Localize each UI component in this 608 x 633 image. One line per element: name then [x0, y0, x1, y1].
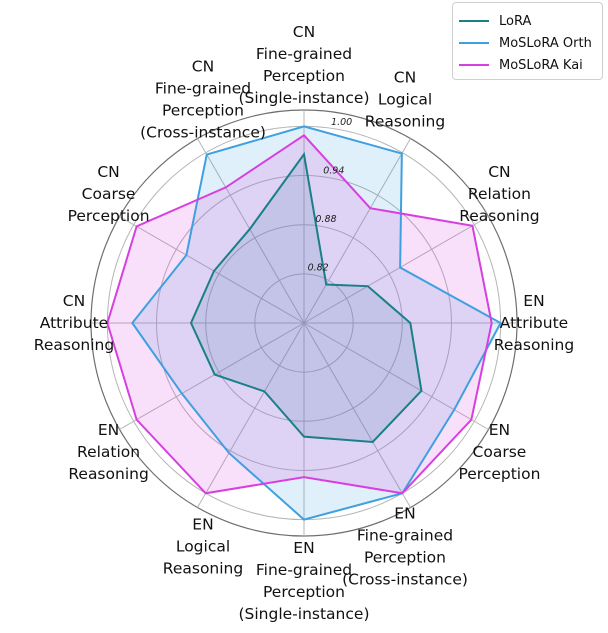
axis-label-10-line-2: Perception: [68, 207, 150, 225]
axis-label-2-line-1: Relation: [468, 185, 531, 203]
legend-label-moslora-kai: MoSLoRA Kai: [499, 57, 583, 73]
radial-tick-label-0: 0.82: [308, 263, 329, 274]
axis-label-11: CN Fine-grained Perception (Cross-instance): [140, 58, 266, 142]
axis-label-6-line-0: EN: [293, 539, 314, 557]
series-layer: [106, 125, 502, 521]
spoke-11: [197, 138, 305, 324]
axis-label-9-line-2: Reasoning: [34, 336, 114, 354]
axis-label-5-line-1: Fine-grained: [357, 526, 453, 544]
spoke-1: [303, 138, 411, 324]
axis-label-7: EN Logical Reasoning: [163, 515, 243, 577]
radial-tick-label-3: 1.00: [331, 117, 352, 128]
axis-label-11-line-1: Fine-grained: [155, 80, 251, 98]
axis-label-9: CN Attribute Reasoning: [34, 292, 114, 354]
axis-label-0: CN Fine-grained Perception (Single-instance…: [238, 23, 369, 107]
legend-label-lora: LoRA: [499, 13, 532, 29]
axis-label-8-line-1: Relation: [77, 443, 140, 461]
legend-item-lora: LoRA: [459, 11, 531, 31]
axis-label-3-line-0: EN: [523, 292, 544, 310]
axis-label-9-line-1: Attribute: [40, 314, 108, 332]
axis-label-0-line-1: Fine-grained: [256, 45, 352, 63]
axis-label-3-line-2: Reasoning: [494, 336, 574, 354]
spoke-4: [303, 322, 489, 430]
axis-label-10-line-1: Coarse: [82, 185, 136, 203]
axis-label-1-line-2: Reasoning: [365, 113, 445, 131]
axis-label-6: EN Fine-grained Perception (Single-instance…: [238, 539, 369, 623]
radial-ticks: 0.82 0.88 0.94 1.00: [308, 117, 353, 274]
axis-label-6-line-2: Perception: [263, 583, 345, 601]
series-line-lora: [189, 151, 423, 444]
axis-label-0-line-2: Perception: [263, 67, 345, 85]
axis-label-1-line-1: Logical: [378, 91, 432, 109]
axis-label-4-line-0: EN: [489, 421, 510, 439]
axis-label-8-line-2: Reasoning: [68, 465, 148, 483]
axis-label-11-line-2: Perception: [162, 102, 244, 120]
axis-label-5-line-0: EN: [394, 504, 415, 522]
axis-label-3: EN Attribute Reasoning: [494, 292, 574, 354]
axis-label-6-line-3: (Single-instance): [238, 605, 369, 623]
axis-label-9-line-0: CN: [63, 292, 85, 310]
axis-label-7-line-1: Logical: [176, 537, 230, 555]
axis-label-4: EN Coarse Perception: [458, 421, 540, 483]
legend: LoRA MoSLoRA Orth MoSLoRA Kai: [452, 2, 603, 80]
legend-swatch-moslora-orth: [459, 42, 489, 44]
legend-item-moslora-orth: MoSLoRA Orth: [459, 33, 592, 53]
axis-label-3-line-1: Attribute: [500, 314, 568, 332]
legend-swatch-lora: [459, 20, 489, 22]
series-fill-lora: [191, 154, 422, 442]
spoke-5: [303, 322, 411, 508]
axis-label-11-line-0: CN: [192, 58, 214, 76]
axis-label-1: CN Logical Reasoning: [365, 69, 445, 131]
axis-labels: CN Fine-grained Perception (Single-instance…: [34, 23, 574, 623]
series-fill-moslora-orth: [132, 126, 501, 520]
axis-label-0-line-3: (Single-instance): [238, 89, 369, 107]
series-fill-moslora-kai: [107, 135, 492, 494]
axis-label-7-line-0: EN: [192, 515, 213, 533]
legend-item-moslora-kai: MoSLoRA Kai: [459, 55, 583, 75]
axis-label-0-line-0: CN: [293, 23, 315, 41]
axis-label-6-line-1: Fine-grained: [256, 561, 352, 579]
axis-label-11-line-3: (Cross-instance): [140, 124, 266, 142]
axis-label-5-line-3: (Cross-instance): [342, 570, 468, 588]
series-line-moslora-orth: [131, 125, 502, 521]
axis-label-5: EN Fine-grained Perception (Cross-instance): [342, 504, 468, 588]
spoke-10: [119, 216, 305, 324]
axis-label-7-line-2: Reasoning: [163, 559, 243, 577]
series-line-moslora-kai: [106, 134, 493, 495]
axis-label-10: CN Coarse Perception: [68, 163, 150, 225]
spoke-8: [119, 322, 305, 430]
radial-tick-label-2: 0.94: [323, 165, 344, 176]
spoke-7: [197, 322, 305, 508]
legend-swatch-moslora-kai: [459, 64, 489, 66]
spoke-2: [303, 216, 489, 324]
axis-label-4-line-2: Perception: [458, 465, 540, 483]
axis-label-8-line-0: EN: [98, 421, 119, 439]
axis-label-2-line-2: Reasoning: [459, 207, 539, 225]
axis-label-2: CN Relation Reasoning: [459, 163, 539, 225]
axis-label-8: EN Relation Reasoning: [68, 421, 148, 483]
axis-label-1-line-0: CN: [394, 69, 416, 87]
axis-label-2-line-0: CN: [488, 163, 510, 181]
axis-label-4-line-1: Coarse: [473, 443, 527, 461]
axis-label-5-line-2: Perception: [364, 548, 446, 566]
radial-tick-label-1: 0.88: [315, 214, 336, 225]
axis-label-10-line-0: CN: [97, 163, 119, 181]
legend-label-moslora-orth: MoSLoRA Orth: [499, 35, 592, 51]
